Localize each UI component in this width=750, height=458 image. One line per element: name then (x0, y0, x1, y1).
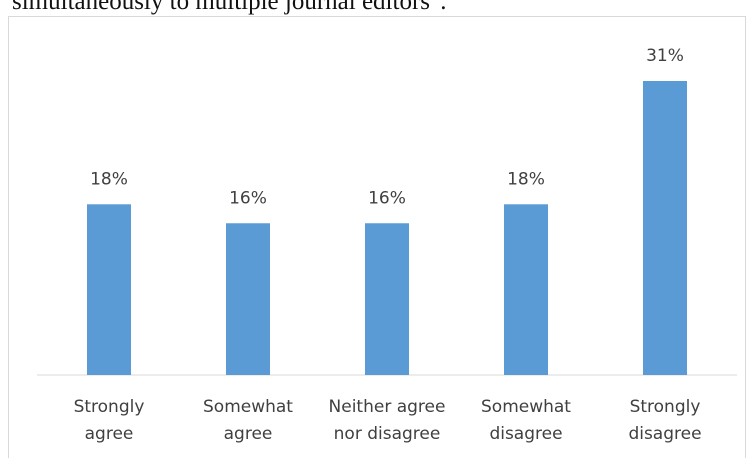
category-label-line: Somewhat (481, 397, 571, 417)
bar-5 (643, 81, 687, 375)
category-label-line: Somewhat (203, 397, 293, 417)
chart-frame (8, 16, 746, 458)
bar-3 (365, 223, 409, 375)
value-label-1: 18% (90, 169, 128, 189)
caption-text-fragment: simultaneously to multiple journal edito… (12, 0, 447, 15)
category-label-5: Strongly disagree (628, 397, 701, 444)
category-label-2: Somewhat agree (203, 397, 293, 444)
category-labels-group: Strongly agree Somewhat agree Neither agree n… (74, 397, 702, 444)
value-label-2: 16% (229, 188, 267, 208)
category-label-1: Strongly agree (74, 397, 145, 444)
category-label-line: disagree (628, 424, 701, 444)
category-label-line: agree (85, 424, 134, 444)
bars-group (87, 81, 687, 375)
bar-1 (87, 204, 131, 375)
value-label-5: 31% (646, 46, 684, 66)
value-labels-group: 18% 16% 16% 18% 31% (90, 46, 684, 208)
bar-4 (504, 204, 548, 375)
category-label-line: disagree (489, 424, 562, 444)
category-label-3: Neither agree nor disagree (329, 397, 446, 444)
value-label-4: 18% (507, 169, 545, 189)
category-label-line: nor disagree (334, 424, 441, 444)
bar-2 (226, 223, 270, 375)
category-label-line: Strongly (630, 397, 701, 417)
category-label-4: Somewhat disagree (481, 397, 571, 444)
category-label-line: agree (224, 424, 273, 444)
category-label-line: Neither agree (329, 397, 446, 417)
category-label-line: Strongly (74, 397, 145, 417)
value-label-3: 16% (368, 188, 406, 208)
